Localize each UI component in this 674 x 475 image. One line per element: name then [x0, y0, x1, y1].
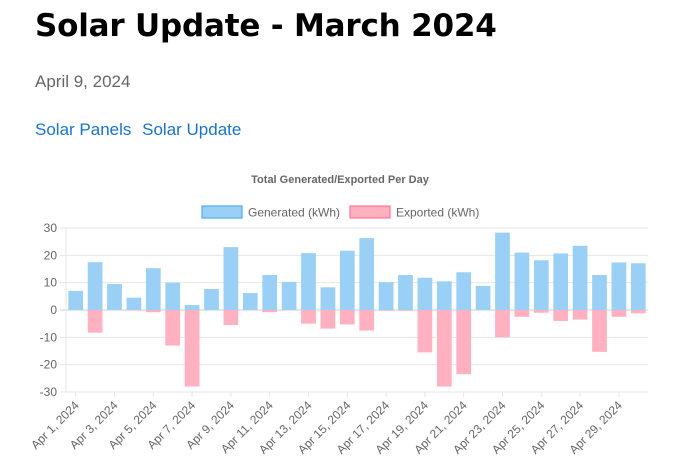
post-date: April 9, 2024: [35, 72, 131, 91]
y-tick-label: -20: [40, 358, 58, 372]
generated-bar: [572, 245, 588, 310]
generated-bar: [223, 247, 239, 310]
exported-bar: [533, 310, 549, 313]
generated-bar: [107, 284, 122, 310]
legend-label-generated: Generated (kWh): [248, 206, 340, 220]
generated-bar: [242, 293, 258, 310]
generated-bar: [417, 277, 433, 310]
exported-bar: [339, 310, 355, 325]
generated-bar: [456, 272, 472, 310]
exported-bar: [572, 310, 588, 320]
generated-bar: [262, 275, 278, 310]
generated-bar: [378, 282, 394, 310]
exported-bar: [592, 310, 607, 352]
exported-bar: [495, 310, 510, 338]
generated-bar: [281, 281, 297, 310]
exported-bar: [165, 310, 181, 346]
generated-bar: [68, 290, 84, 310]
generated-exported-bar-chart: Total Generated/Exported Per Day Generate…: [28, 174, 648, 457]
y-tick-label: 0: [50, 303, 57, 317]
exported-bar: [514, 310, 530, 317]
generated-bar: [320, 287, 336, 310]
generated-bar: [204, 288, 219, 310]
generated-bar: [184, 305, 200, 310]
exported-bar: [126, 310, 142, 311]
exported-bar: [301, 310, 316, 324]
exported-bar: [436, 310, 452, 387]
exported-bar: [359, 310, 375, 331]
generated-bar: [533, 260, 549, 310]
generated-bar: [339, 250, 355, 310]
generated-bar: [514, 252, 530, 310]
generated-bar: [495, 232, 510, 310]
chart-title: Total Generated/Exported Per Day: [251, 174, 430, 186]
exported-bar: [611, 310, 627, 317]
y-tick-label: 20: [44, 248, 58, 262]
generated-bar: [398, 275, 413, 310]
exported-bar: [184, 310, 200, 387]
legend-swatch-generated: [201, 205, 243, 219]
generated-bar: [475, 285, 491, 310]
generated-bar: [611, 262, 627, 310]
generated-bar: [592, 275, 607, 310]
legend-swatch-exported: [349, 205, 391, 219]
y-tick-label: -10: [40, 330, 58, 344]
tag-list: Solar Panels Solar Update: [35, 120, 247, 140]
exported-bar: [456, 310, 472, 375]
generated-bar: [145, 268, 161, 310]
generated-bar: [87, 262, 103, 310]
generated-bar: [165, 282, 181, 310]
page-title: Solar Update - March 2024: [35, 8, 497, 44]
generated-bar: [359, 238, 375, 310]
exported-bar: [417, 310, 433, 353]
generated-bar: [301, 253, 316, 310]
exported-bar: [262, 310, 278, 313]
generated-bar: [553, 253, 569, 310]
y-tick-label: 10: [44, 276, 58, 290]
generated-bar: [126, 297, 142, 310]
tag-link-solar-panels[interactable]: Solar Panels: [35, 120, 132, 139]
exported-bar: [630, 310, 646, 314]
exported-bar: [145, 310, 161, 313]
exported-bar: [398, 310, 413, 311]
exported-bar: [320, 310, 336, 329]
y-tick-label: 30: [44, 221, 58, 235]
tag-link-solar-update[interactable]: Solar Update: [142, 120, 242, 139]
exported-bar: [378, 310, 394, 311]
generated-bar: [630, 263, 646, 310]
exported-bar: [87, 310, 103, 333]
exported-bar: [553, 310, 569, 321]
legend-label-exported: Exported (kWh): [396, 206, 479, 220]
exported-bar: [223, 310, 239, 326]
generated-bar: [436, 281, 452, 310]
y-tick-label: -30: [40, 385, 58, 399]
